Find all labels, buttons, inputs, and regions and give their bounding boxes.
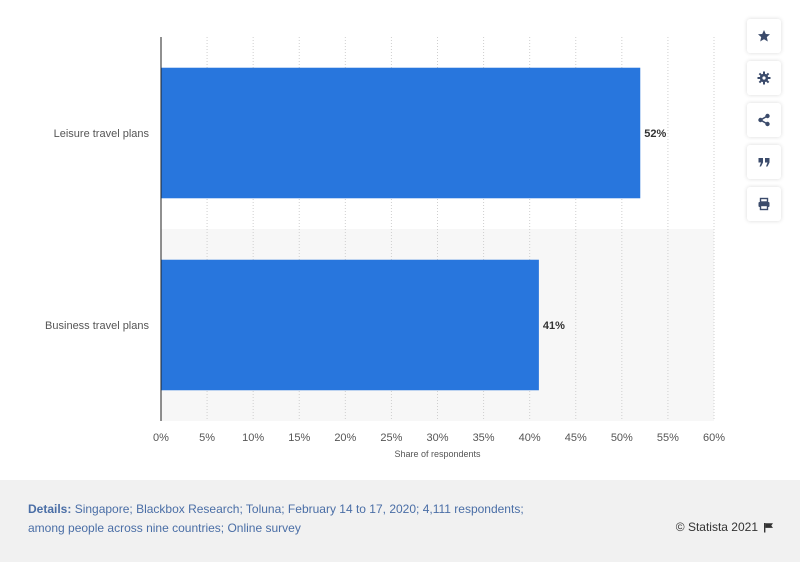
settings-button[interactable] bbox=[747, 61, 781, 95]
share-button[interactable] bbox=[747, 103, 781, 137]
side-toolbar bbox=[747, 19, 781, 229]
print-icon bbox=[758, 197, 770, 211]
bar-chart: Leisure travel plans Business travel plan… bbox=[45, 37, 725, 459]
category-labels: Leisure travel plans Business travel plan… bbox=[45, 128, 149, 332]
x-tick-label: 0% bbox=[153, 432, 169, 444]
value-label: 41% bbox=[543, 320, 565, 332]
source-details: Details: Singapore; Blackbox Research; T… bbox=[28, 500, 588, 538]
print-button[interactable] bbox=[747, 187, 781, 221]
bar[interactable] bbox=[161, 67, 641, 199]
footer-band bbox=[0, 480, 800, 562]
x-tick-label: 40% bbox=[519, 432, 541, 444]
value-label: 52% bbox=[644, 128, 666, 140]
share-icon bbox=[758, 113, 770, 127]
value-labels: 52% 41% bbox=[543, 128, 667, 332]
category-label: Leisure travel plans bbox=[54, 128, 150, 140]
x-tick-label: 25% bbox=[380, 432, 402, 444]
x-tick-label: 30% bbox=[426, 432, 448, 444]
x-tick-label: 55% bbox=[657, 432, 679, 444]
flag-icon bbox=[764, 522, 773, 532]
copyright[interactable]: © Statista 2021 bbox=[676, 520, 774, 534]
details-text-1: Singapore; Blackbox Research; Toluna; Fe… bbox=[71, 502, 524, 516]
x-axis-title: Share of respondents bbox=[394, 449, 481, 459]
x-tick-label: 45% bbox=[565, 432, 587, 444]
x-tick-label: 10% bbox=[242, 432, 264, 444]
x-tick-label: 5% bbox=[199, 432, 215, 444]
cite-button[interactable] bbox=[747, 145, 781, 179]
category-label: Business travel plans bbox=[45, 320, 149, 332]
details-line-1: Details: Singapore; Blackbox Research; T… bbox=[28, 500, 588, 519]
tick-labels: 0% 5% 10% 15% 20% 25% 30% 35% 40% 45% 50% 55% 60% bbox=[153, 432, 725, 444]
details-text-2: among people across nine countries; Onli… bbox=[28, 521, 301, 535]
copyright-text: © Statista 2021 bbox=[675, 520, 758, 534]
x-tick-label: 20% bbox=[334, 432, 356, 444]
x-tick-label: 35% bbox=[473, 432, 495, 444]
star-icon bbox=[758, 30, 770, 42]
details-label: Details: bbox=[28, 502, 72, 516]
quote-icon bbox=[758, 158, 770, 167]
bars bbox=[161, 67, 641, 391]
favorite-button[interactable] bbox=[747, 19, 781, 53]
bar[interactable] bbox=[161, 259, 539, 391]
x-tick-label: 50% bbox=[611, 432, 633, 444]
x-tick-label: 15% bbox=[288, 432, 310, 444]
x-tick-label: 60% bbox=[703, 432, 725, 444]
gear-icon bbox=[757, 71, 771, 85]
